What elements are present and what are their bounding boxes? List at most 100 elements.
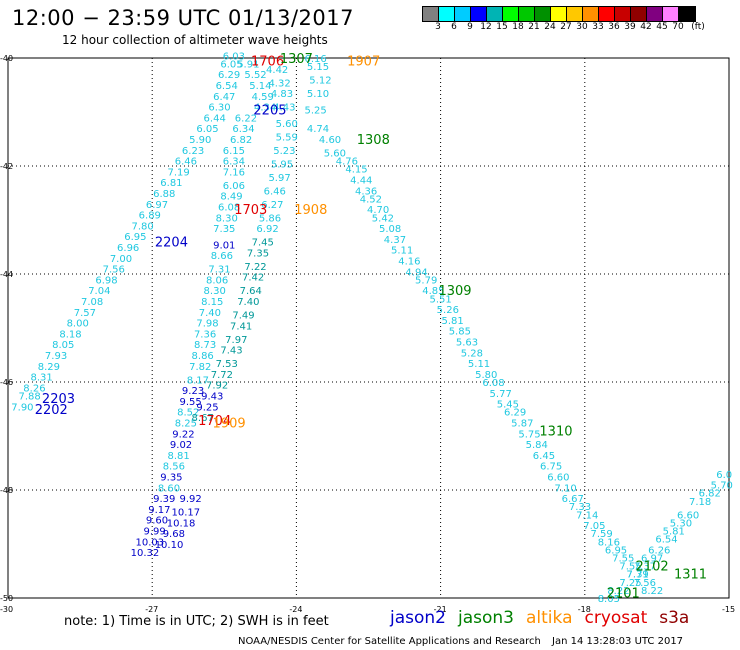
colorbar-tick-label: 36 [608,22,620,32]
longitude-tick-label: -21 [434,605,447,614]
wave-height-value: 8.06 [206,275,228,286]
colorbar-swatch [487,7,503,21]
wave-height-value: 5.52 [244,70,266,81]
wave-height-value: 5.81 [663,527,685,538]
colorbar-swatch [679,7,695,21]
wave-height-value: 6.95 [605,545,627,556]
wave-height-value: 7.35 [213,224,235,235]
pass-label: 2202 [35,403,68,418]
latitude-tick-label: -40 [0,54,13,63]
wave-height-value: 8.49 [220,192,242,203]
colorbar-tick-label: 27 [560,22,572,32]
pass-label: 1703 [234,203,267,218]
wave-height-value: 6.67 [562,494,584,505]
wave-height-value: 7.59 [590,529,612,540]
wave-height-value: 8.05 [52,340,74,351]
wave-height-value: 5.87 [511,419,533,430]
pass-label: 1908 [294,203,327,218]
wave-height-value: 7.36 [194,329,216,340]
wave-height-value: 7.08 [81,297,103,308]
wave-height-value: 5.75 [518,429,540,440]
wave-height-value: 9.60 [146,516,168,527]
wave-height-value: 7.25 [619,578,641,589]
wave-height-value: 6.82 [699,489,721,500]
colorbar-swatch [535,7,551,21]
wave-height-value: 9.22 [172,429,194,440]
wave-height-value: 6.26 [648,545,670,556]
wave-height-value: 10.03 [135,537,164,548]
wave-height-value: 6.46 [264,186,286,197]
wave-height-value: 9.02 [170,440,192,451]
wave-height-value: 4.37 [384,235,406,246]
wave-height-value: 6.46 [175,157,197,168]
wave-height-value: 5.81 [441,316,463,327]
colorbar-swatch [519,7,535,21]
wave-height-value: 7.39 [627,570,649,581]
wave-height-value: 5.97 [268,173,290,184]
wave-height-value: 4.83 [271,89,293,100]
wave-height-value: 7.14 [576,510,598,521]
legend-entry-altika: altika [526,608,573,628]
colorbar-swatch [647,7,663,21]
wave-height-value: 4.44 [350,176,372,187]
wave-height-value: 7.35 [247,248,269,259]
wave-height-value: 10.10 [155,540,184,551]
colorbar-tick-label: 3 [435,22,441,32]
credit-line: NOAA/NESDIS Center for Satellite Applica… [238,636,541,647]
wave-height-colorbar [422,6,696,22]
wave-height-value: 4.60 [319,135,341,146]
wave-height-value: 4.43 [273,103,295,114]
wave-height-value: 8.52 [177,408,199,419]
wave-height-value: 7.40 [199,308,221,319]
wave-height-value: 6.15 [223,146,245,157]
wave-height-value: 7.93 [45,351,67,362]
wave-height-value: 6.88 [153,189,175,200]
colorbar-swatch [455,7,471,21]
wave-height-value: 5.79 [415,275,437,286]
wave-height-value: 5.26 [437,305,459,316]
wave-height-value: 9.99 [143,527,165,538]
wave-height-value: 7.57 [74,308,96,319]
wave-height-value: 7.31 [208,265,230,276]
map-subtitle: 12 hour collection of altimeter wave hei… [62,33,328,47]
pass-label: 1307 [280,52,313,67]
colorbar-tick-labels: 3 6 9 12 15 18 21 24 27 30 33 36 39 42 45 70 (ft) [422,22,740,34]
colorbar-swatch [615,7,631,21]
colorbar-swatch [663,7,679,21]
wave-height-value: 6.27 [261,200,283,211]
wave-height-value: 6.05 [220,59,242,70]
colorbar-tick-label: 45 [656,22,668,32]
colorbar-tick-label: 6 [451,22,457,32]
colorbar-swatch [439,7,455,21]
wave-height-value: 8.66 [211,251,233,262]
colorbar-swatch [631,7,647,21]
wave-height-value: 6.97 [641,554,663,565]
wave-height-value: 4.52 [360,194,382,205]
pass-label: 2204 [155,236,188,251]
wave-height-value: 6.45 [533,451,555,462]
wave-height-value: 8.30 [216,213,238,224]
wave-height-value: 5.80 [475,370,497,381]
wave-height-value: 4.36 [355,186,377,197]
colorbar-tick-label: 70 [672,22,684,32]
wave-height-value: 6.47 [213,92,235,103]
wave-height-value: 4.16 [398,257,420,268]
wave-height-value: 9.23 [182,386,204,397]
wave-height-value: 8.81 [168,451,190,462]
wave-height-value: 7.82 [189,362,211,373]
wave-height-value: 9.25 [196,402,218,413]
colorbar-tick-label: 12 [480,22,492,32]
pass-label: 1309 [438,284,471,299]
wave-height-value: 5.70 [711,481,733,492]
wave-height-value: 7.80 [131,221,153,232]
wave-height-value: 5.25 [304,105,326,116]
wave-height-value: 5.95 [271,159,293,170]
colorbar-unit: (ft) [691,22,705,32]
wave-height-value: 4.76 [336,157,358,168]
wave-height-value: 7.19 [168,167,190,178]
wave-height-value: 6.82 [230,135,252,146]
pass-label: 1907 [347,55,380,70]
wave-height-value: 10.18 [167,518,196,529]
generation-timestamp: Jan 14 13:28:03 UTC 2017 [552,636,684,647]
wave-height-value: 7.33 [569,502,591,513]
